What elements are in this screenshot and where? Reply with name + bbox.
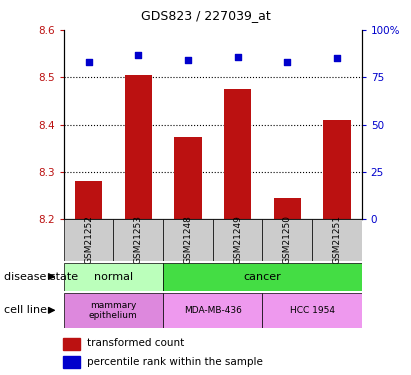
Bar [323, 120, 351, 219]
Bar [113, 219, 163, 261]
Bar [274, 198, 301, 219]
Bar [64, 219, 113, 261]
Point [185, 57, 191, 63]
Text: disease state: disease state [4, 272, 78, 282]
Bar [262, 292, 362, 328]
Bar [64, 262, 163, 291]
Bar [163, 292, 262, 328]
Bar [224, 89, 251, 219]
Bar [163, 219, 213, 261]
Point [85, 59, 92, 65]
Bar [312, 219, 362, 261]
Point [334, 56, 340, 62]
Point [284, 59, 291, 65]
Bar [163, 262, 362, 291]
Point [135, 52, 141, 58]
Bar [213, 219, 262, 261]
Text: mammary
epithelium: mammary epithelium [89, 301, 138, 320]
Text: GSM21251: GSM21251 [332, 216, 342, 264]
Text: GSM21250: GSM21250 [283, 216, 292, 264]
Text: percentile rank within the sample: percentile rank within the sample [87, 357, 263, 367]
Text: MDA-MB-436: MDA-MB-436 [184, 306, 242, 315]
Text: HCC 1954: HCC 1954 [289, 306, 335, 315]
Bar [63, 356, 80, 368]
Text: transformed count: transformed count [87, 338, 184, 348]
Text: cell line: cell line [4, 305, 47, 315]
Bar [125, 75, 152, 219]
Text: GSM21248: GSM21248 [183, 216, 192, 264]
Bar [75, 182, 102, 219]
Text: cancer: cancer [243, 272, 281, 282]
Bar [63, 338, 80, 350]
Bar [262, 219, 312, 261]
Bar [174, 136, 201, 219]
Text: GSM21253: GSM21253 [134, 216, 143, 264]
Text: normal: normal [94, 272, 133, 282]
Point [234, 54, 241, 60]
Text: GDS823 / 227039_at: GDS823 / 227039_at [141, 9, 270, 22]
Text: GSM21252: GSM21252 [84, 216, 93, 264]
Text: GSM21249: GSM21249 [233, 216, 242, 264]
Bar [64, 292, 163, 328]
